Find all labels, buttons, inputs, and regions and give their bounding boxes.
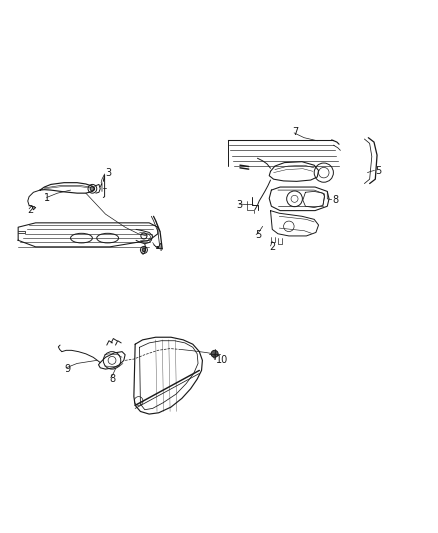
Text: 5: 5 [255,230,261,240]
Text: 10: 10 [215,356,228,365]
Text: 4: 4 [157,243,163,253]
Text: 3: 3 [237,199,243,209]
Circle shape [90,187,95,191]
Text: 7: 7 [292,127,299,137]
Text: 2: 2 [27,205,33,215]
Circle shape [211,350,218,357]
Text: 8: 8 [332,195,339,205]
Text: 5: 5 [375,166,381,176]
Text: 1: 1 [44,192,50,203]
Text: 2: 2 [269,242,276,252]
Text: 9: 9 [64,364,70,374]
Circle shape [142,248,146,252]
Text: 8: 8 [109,374,115,384]
Text: 3: 3 [106,168,112,177]
